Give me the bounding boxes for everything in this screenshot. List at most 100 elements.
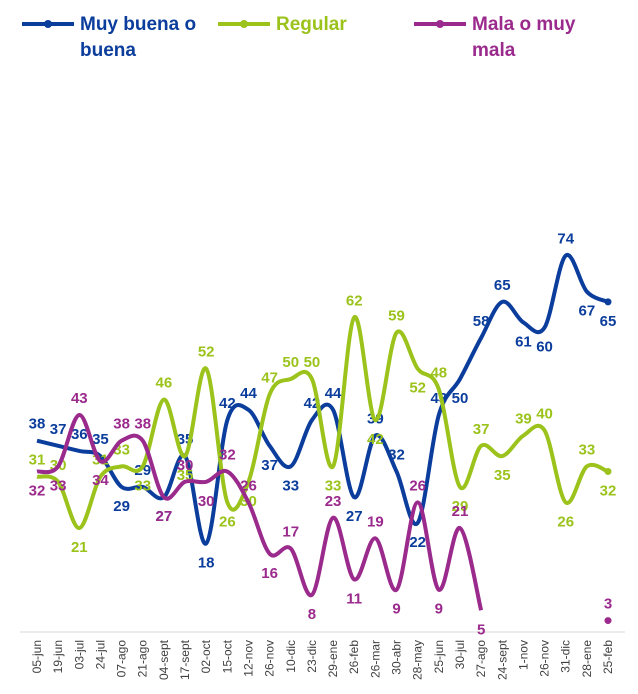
x-tick-label: 30-jul — [453, 640, 467, 669]
x-tick-label: 19-jun — [51, 640, 65, 673]
data-label: 65 — [494, 277, 511, 294]
legend-dot — [44, 20, 52, 28]
data-label: 60 — [536, 339, 553, 356]
data-label: 32 — [600, 483, 617, 500]
data-label: 37 — [473, 421, 490, 438]
data-label: 8 — [308, 606, 316, 623]
x-tick-label: 15-oct — [220, 639, 234, 673]
data-label: 19 — [367, 513, 384, 530]
series-point — [604, 468, 612, 476]
legend-label: Mala o muy mala — [472, 14, 576, 61]
data-label: 30 — [198, 493, 215, 510]
data-label: 22 — [409, 534, 426, 551]
data-label: 35 — [92, 431, 109, 448]
x-tick-label: 21-ago — [136, 640, 150, 678]
legend-label: Muy buena o buena — [80, 14, 197, 61]
data-label: 46 — [156, 375, 173, 392]
x-tick-label: 25-jun — [432, 640, 446, 673]
series-line — [36, 315, 609, 531]
data-label: 43 — [71, 390, 88, 407]
data-label: 27 — [156, 508, 173, 525]
x-tick-label: 04-sept — [157, 639, 171, 680]
data-label: 52 — [198, 344, 215, 361]
x-tick-label: 12-nov — [241, 640, 255, 677]
x-tick-label: 07-ago — [115, 640, 129, 678]
legend-item: Regular — [216, 12, 394, 64]
data-label: 29 — [113, 498, 130, 515]
legend-dot — [436, 20, 444, 28]
data-label: 36 — [71, 426, 88, 443]
x-tick-label: 29-ene — [326, 640, 340, 678]
data-label: 50 — [282, 354, 299, 371]
x-tick-label: 27-ago — [474, 640, 488, 678]
data-label: 48 — [430, 364, 447, 381]
x-tick-label: 02-oct — [199, 639, 213, 673]
data-label: 26 — [557, 513, 574, 530]
x-tick-label: 05-jun — [30, 640, 44, 673]
data-label: 16 — [261, 565, 278, 582]
data-label: 26 — [240, 477, 257, 494]
x-tick-label: 26-feb — [347, 640, 361, 674]
data-label: 33 — [50, 477, 67, 494]
x-tick-label: 28-may — [411, 640, 425, 680]
data-label: 65 — [600, 313, 617, 330]
x-tick-label: 26-mar — [368, 640, 382, 678]
x-tick-label: 28-ene — [580, 640, 594, 678]
x-tick-label: 24-jul — [93, 640, 107, 669]
data-label: 52 — [409, 380, 426, 397]
data-label: 31 — [29, 452, 46, 469]
series-line — [36, 253, 609, 546]
data-label: 74 — [557, 231, 574, 248]
data-label: 33 — [579, 441, 596, 458]
legend-item: Mala o muy mala — [412, 12, 590, 64]
data-label: 30 — [177, 457, 194, 474]
data-label: 32 — [388, 447, 405, 464]
x-tick-label: 1-nov — [516, 640, 530, 670]
data-label: 37 — [50, 421, 67, 438]
x-tick-label: 10-dic — [284, 640, 298, 673]
data-label: 40 — [536, 405, 553, 422]
x-tick-label: 17-sept — [178, 639, 192, 680]
data-label: 32 — [219, 447, 236, 464]
x-tick-label: 26-nov — [538, 640, 552, 677]
data-label: 18 — [198, 554, 215, 571]
data-label: 3 — [604, 596, 612, 613]
data-label: 38 — [134, 416, 151, 433]
legend-swatch — [414, 20, 466, 28]
series-point — [604, 298, 612, 306]
data-label: 17 — [282, 524, 299, 541]
data-label: 33 — [134, 477, 151, 494]
data-label: 67 — [579, 303, 596, 320]
x-tick-label: 31-dic — [559, 640, 573, 673]
data-label: 44 — [240, 385, 257, 402]
data-label: 9 — [392, 601, 400, 618]
x-tick-label: 25-feb — [601, 640, 615, 674]
data-label: 33 — [282, 477, 299, 494]
legend-dot — [240, 20, 248, 28]
data-label: 50 — [452, 390, 469, 407]
legend-swatch — [22, 20, 74, 28]
data-label: 44 — [325, 385, 342, 402]
data-label: 50 — [304, 354, 321, 371]
data-label: 5 — [477, 621, 485, 638]
data-label: 9 — [435, 601, 443, 618]
data-label: 61 — [515, 333, 532, 350]
x-tick-label: 23-dic — [305, 640, 319, 673]
data-label: 21 — [452, 503, 469, 520]
data-label: 62 — [346, 292, 363, 309]
data-label: 58 — [473, 313, 490, 330]
data-label: 38 — [113, 416, 130, 433]
series-line — [36, 412, 484, 611]
x-tick-label: 03-jul — [72, 640, 86, 669]
data-label: 23 — [325, 493, 342, 510]
data-label: 27 — [346, 508, 363, 525]
data-label: 39 — [515, 411, 532, 428]
data-label: 59 — [388, 308, 405, 325]
data-label: 42 — [367, 431, 384, 448]
data-label: 33 — [325, 477, 342, 494]
data-label: 42 — [219, 395, 236, 412]
x-tick-label: 26-nov — [263, 640, 277, 677]
x-tick-label: 24-sept — [495, 639, 509, 680]
